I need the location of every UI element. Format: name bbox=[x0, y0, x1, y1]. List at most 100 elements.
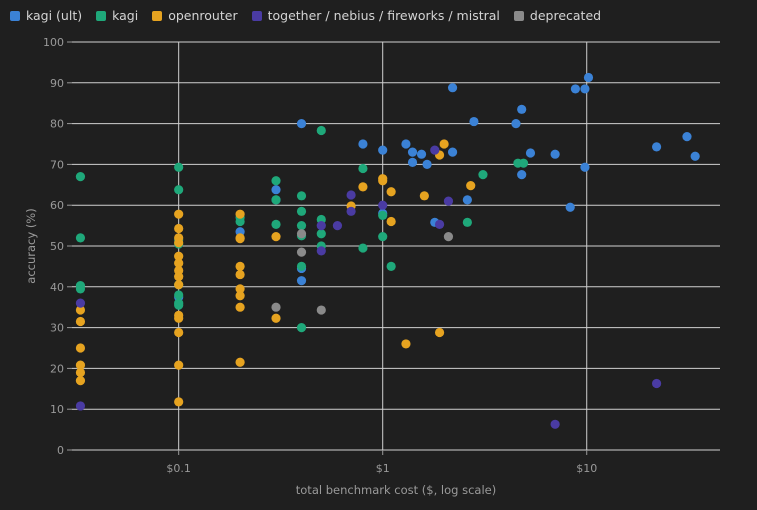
data-point bbox=[174, 272, 184, 282]
legend-swatch bbox=[96, 10, 107, 21]
data-point bbox=[271, 176, 281, 186]
data-point bbox=[316, 229, 326, 239]
data-point bbox=[565, 202, 575, 212]
data-point bbox=[174, 185, 184, 195]
data-point bbox=[346, 206, 356, 216]
data-point bbox=[462, 195, 472, 205]
data-point bbox=[174, 238, 184, 248]
data-point bbox=[378, 232, 388, 242]
legend-swatch bbox=[10, 10, 20, 21]
data-point bbox=[430, 145, 440, 155]
legend-swatch bbox=[152, 10, 163, 21]
y-tick-label: 80 bbox=[50, 118, 64, 131]
data-point bbox=[235, 284, 245, 294]
data-point bbox=[174, 300, 184, 310]
data-point bbox=[386, 187, 396, 197]
data-point bbox=[651, 142, 662, 152]
data-point bbox=[296, 221, 307, 231]
data-point bbox=[401, 139, 411, 149]
data-point bbox=[346, 190, 356, 200]
data-point bbox=[271, 302, 281, 312]
data-point bbox=[583, 72, 594, 83]
data-point bbox=[174, 258, 184, 268]
data-point bbox=[469, 116, 479, 127]
y-tick-label: 70 bbox=[50, 158, 64, 171]
data-point bbox=[316, 125, 326, 136]
data-point bbox=[271, 195, 281, 205]
legend-item-kagi[interactable]: kagi bbox=[96, 8, 138, 23]
data-point bbox=[75, 401, 86, 411]
x-tick-label: $1 bbox=[376, 462, 390, 475]
data-point bbox=[651, 378, 662, 389]
data-point bbox=[235, 261, 245, 271]
data-point bbox=[235, 269, 245, 280]
x-tick-label: $0.1 bbox=[166, 462, 191, 475]
data-point bbox=[296, 119, 307, 129]
data-point bbox=[235, 234, 245, 244]
data-point bbox=[235, 291, 245, 301]
y-tick-label: 90 bbox=[50, 77, 64, 90]
data-point bbox=[358, 139, 368, 149]
data-point bbox=[434, 219, 445, 229]
data-point bbox=[332, 221, 343, 231]
data-point bbox=[443, 232, 454, 242]
data-point bbox=[580, 162, 590, 172]
data-point bbox=[316, 305, 326, 315]
data-point bbox=[174, 223, 184, 234]
y-tick-label: 20 bbox=[50, 362, 64, 375]
data-point bbox=[75, 298, 86, 308]
data-point bbox=[407, 157, 418, 167]
data-point bbox=[682, 132, 692, 142]
legend-item-openrouter[interactable]: openrouter bbox=[152, 8, 238, 23]
data-point bbox=[271, 219, 281, 229]
legend-label: kagi (ult) bbox=[26, 8, 83, 23]
data-point bbox=[296, 323, 307, 333]
legend-label: deprecated bbox=[529, 8, 602, 23]
legend-item-deprecated[interactable]: deprecated bbox=[513, 8, 602, 23]
data-point bbox=[296, 191, 307, 201]
data-point bbox=[316, 221, 326, 231]
y-tick-label: 50 bbox=[50, 240, 64, 253]
data-point bbox=[407, 147, 418, 157]
data-point bbox=[75, 305, 86, 315]
legend-item-kagi-ult[interactable]: kagi (ult) bbox=[10, 8, 82, 23]
legend-label: openrouter bbox=[168, 8, 238, 23]
data-point bbox=[690, 151, 700, 161]
data-point bbox=[235, 357, 245, 367]
data-point bbox=[296, 206, 307, 216]
data-point bbox=[235, 302, 245, 312]
data-point bbox=[550, 149, 560, 159]
data-point bbox=[378, 176, 388, 186]
data-point bbox=[550, 419, 560, 429]
data-point bbox=[447, 147, 458, 157]
data-point bbox=[271, 185, 281, 195]
data-point bbox=[378, 200, 388, 210]
data-point bbox=[443, 196, 454, 206]
y-tick-label: 100 bbox=[43, 36, 64, 49]
data-point bbox=[174, 313, 184, 323]
data-point bbox=[401, 339, 411, 349]
data-point bbox=[378, 210, 388, 220]
data-point bbox=[419, 191, 429, 201]
data-point bbox=[75, 316, 86, 327]
grid bbox=[72, 41, 720, 451]
data-point bbox=[174, 397, 184, 407]
y-tick-label: 60 bbox=[50, 199, 64, 212]
x-axis-label: total benchmark cost ($, log scale) bbox=[296, 483, 496, 497]
data-point bbox=[75, 284, 86, 294]
data-point bbox=[174, 251, 184, 261]
data-point bbox=[235, 209, 245, 219]
data-point bbox=[174, 162, 184, 172]
data-point bbox=[174, 360, 184, 370]
data-point bbox=[478, 170, 488, 180]
x-tick-label: $10 bbox=[576, 462, 597, 475]
data-point bbox=[466, 181, 476, 191]
legend-swatch bbox=[251, 10, 262, 21]
data-point bbox=[570, 84, 581, 94]
data-point bbox=[75, 376, 86, 386]
data-point bbox=[416, 149, 427, 159]
data-point bbox=[174, 280, 184, 290]
legend-item-together[interactable]: together / nebius / fireworks / mistral bbox=[251, 8, 500, 23]
data-point bbox=[358, 182, 368, 192]
